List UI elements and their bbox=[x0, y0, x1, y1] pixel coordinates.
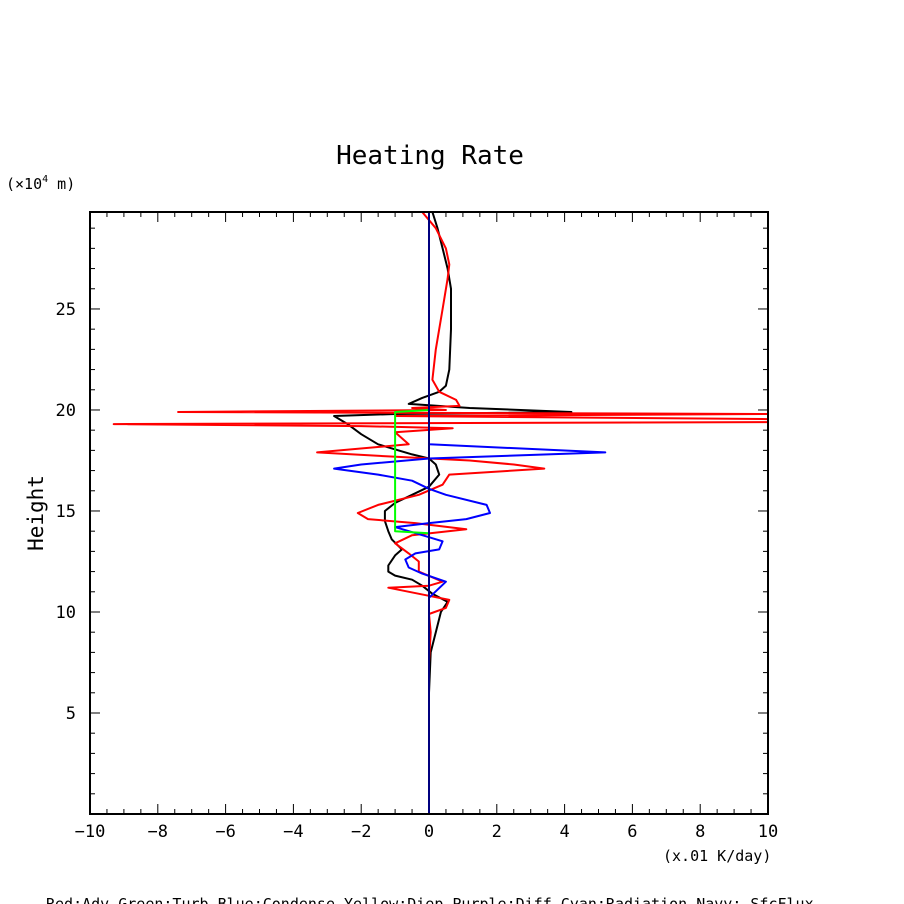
x-axis-unit: (x.01 K/day) bbox=[663, 847, 771, 865]
x-tick-label: 6 bbox=[627, 822, 637, 842]
chart-title: Heating Rate bbox=[336, 141, 524, 171]
x-tick-label: −4 bbox=[283, 822, 303, 842]
series-line-0 bbox=[333, 212, 573, 693]
x-tick-label: 2 bbox=[492, 822, 502, 842]
y-tick-label: 25 bbox=[56, 300, 76, 320]
x-tick-label: −2 bbox=[351, 822, 371, 842]
x-tick-label: 10 bbox=[758, 822, 778, 842]
series-layer bbox=[112, 212, 768, 814]
x-tick-label: 4 bbox=[559, 822, 569, 842]
x-tick-label: 0 bbox=[424, 822, 434, 842]
series-line-2 bbox=[333, 410, 607, 599]
x-tick-label: −6 bbox=[215, 822, 235, 842]
x-tick-label: 8 bbox=[695, 822, 705, 842]
axes-layer: −10 −8 −6 −4 −2 0 2 4 6 8 10 5 10 15 20 25 bbox=[56, 212, 778, 842]
x-tick-label: −10 bbox=[75, 822, 106, 842]
plot-frame bbox=[89, 211, 769, 815]
y-axis-label: Height bbox=[24, 475, 48, 551]
legend-caption: Red:Adv Green:Turb Blue:Condense Yellow:… bbox=[46, 895, 814, 904]
y-tick-label: 20 bbox=[56, 401, 76, 421]
x-tick-label: −8 bbox=[148, 822, 168, 842]
y-tick-label: 5 bbox=[66, 704, 76, 724]
y-axis-unit: (×104 m) bbox=[6, 174, 75, 193]
series-line-3 bbox=[394, 409, 430, 535]
y-tick-label: 10 bbox=[56, 603, 76, 623]
series-line-1 bbox=[112, 212, 768, 663]
y-tick-label: 15 bbox=[56, 502, 76, 522]
